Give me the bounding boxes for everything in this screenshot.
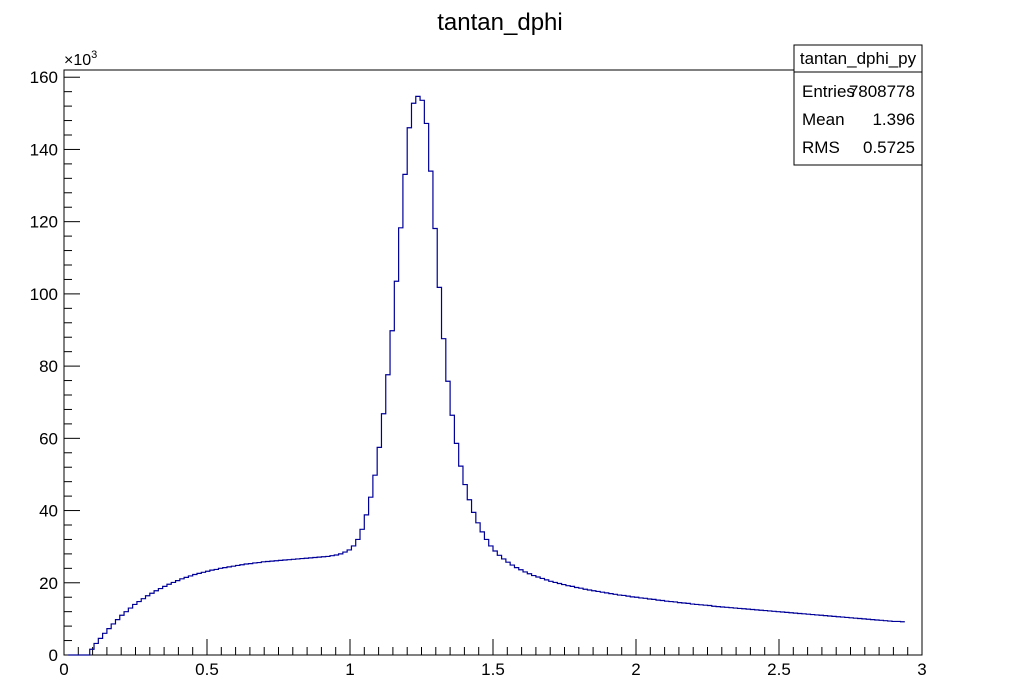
stats-box-title: tantan_dphi_py bbox=[800, 49, 917, 68]
stats-mean-label: Mean bbox=[802, 110, 845, 129]
y-tick-label: 140 bbox=[30, 140, 58, 159]
stats-mean-value: 1.396 bbox=[872, 110, 915, 129]
y-axis-exponent-label: ×103 bbox=[64, 49, 97, 69]
y-tick-label: 40 bbox=[39, 502, 58, 521]
histogram-series-line bbox=[68, 95, 905, 656]
stats-entries-label: Entries bbox=[802, 82, 855, 101]
plot-frame bbox=[63, 69, 923, 656]
y-tick-label: 80 bbox=[39, 357, 58, 376]
y-tick-label: 120 bbox=[30, 213, 58, 232]
stats-box: tantan_dphi_py Entries 7808778 Mean 1.39… bbox=[793, 44, 923, 166]
y-tick-label: 160 bbox=[30, 68, 58, 87]
x-tick-label: 1 bbox=[345, 660, 354, 679]
stats-entries-value: 7808778 bbox=[849, 82, 915, 101]
y-tick-label: 0 bbox=[49, 646, 58, 665]
x-axis-ticks bbox=[63, 639, 923, 655]
y-tick-label: 20 bbox=[39, 574, 58, 593]
x-tick-label: 1.5 bbox=[481, 660, 505, 679]
y-tick-label: 100 bbox=[30, 285, 58, 304]
y-axis-tick-labels: 0 20 40 60 80 100 120 140 160 bbox=[30, 68, 58, 665]
stats-rms-label: RMS bbox=[802, 138, 840, 157]
x-tick-label: 0.5 bbox=[195, 660, 219, 679]
y-axis-ticks bbox=[64, 76, 80, 656]
x-axis-tick-labels: 0 0.5 1 1.5 2 2.5 3 bbox=[59, 660, 926, 679]
x-tick-label: 2 bbox=[631, 660, 640, 679]
x-tick-label: 3 bbox=[917, 660, 926, 679]
x-tick-label: 0 bbox=[59, 660, 68, 679]
y-tick-label: 60 bbox=[39, 429, 58, 448]
x-tick-label: 2.5 bbox=[767, 660, 791, 679]
chart-title: tantan_dphi bbox=[437, 9, 562, 36]
stats-rms-value: 0.5725 bbox=[863, 138, 915, 157]
